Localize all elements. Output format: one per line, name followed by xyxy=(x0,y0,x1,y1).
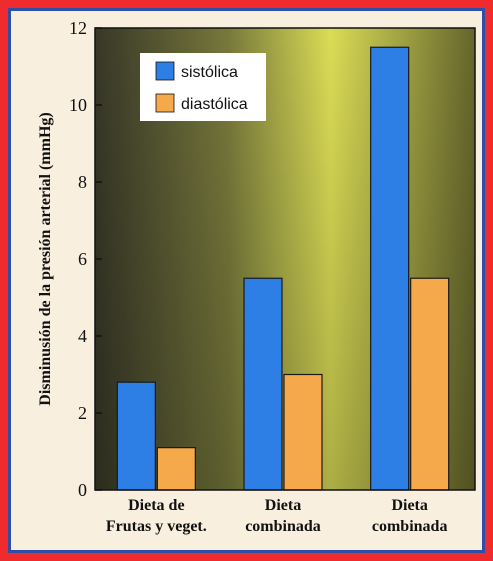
legend-swatch-sistolica xyxy=(155,61,175,81)
bar-sistolica-2 xyxy=(243,277,283,491)
x-category-label: combinada xyxy=(245,518,321,535)
bar-sistolica-3 xyxy=(370,46,410,491)
bar-diastolica-1 xyxy=(156,447,196,491)
legend-label-sistolica: sistólica xyxy=(181,64,238,81)
y-tick-label: 4 xyxy=(78,326,87,346)
x-category-label: Frutas y veget. xyxy=(106,518,207,535)
x-category-label: Dieta xyxy=(265,497,301,514)
y-tick-label: 12 xyxy=(69,18,87,38)
y-tick-label: 6 xyxy=(78,249,87,269)
y-tick-label: 8 xyxy=(78,172,87,192)
y-tick-label: 10 xyxy=(69,95,87,115)
bar-diastolica-2 xyxy=(283,373,323,491)
y-tick-label: 0 xyxy=(78,480,87,500)
bar-sistolica-1 xyxy=(116,381,156,491)
x-axis: Dieta de Frutas y veget. Dieta combinada Die… xyxy=(106,497,448,535)
legend-label-diastolica: diastólica xyxy=(181,96,248,113)
y-tick-label: 2 xyxy=(78,403,87,423)
x-category-label: Dieta de xyxy=(128,497,184,514)
bars-layer xyxy=(116,46,450,491)
y-axis-label: Disminusión de la presión arterial (mmHg… xyxy=(37,112,54,405)
legend: sistólica diastólica xyxy=(140,53,266,121)
legend-swatch-diastolica xyxy=(155,93,175,113)
bar-diastolica-3 xyxy=(410,277,450,491)
y-axis: 0 2 4 6 8 10 12 xyxy=(69,18,102,500)
x-category-label: combinada xyxy=(372,518,448,535)
x-category-label: Dieta xyxy=(391,497,427,514)
